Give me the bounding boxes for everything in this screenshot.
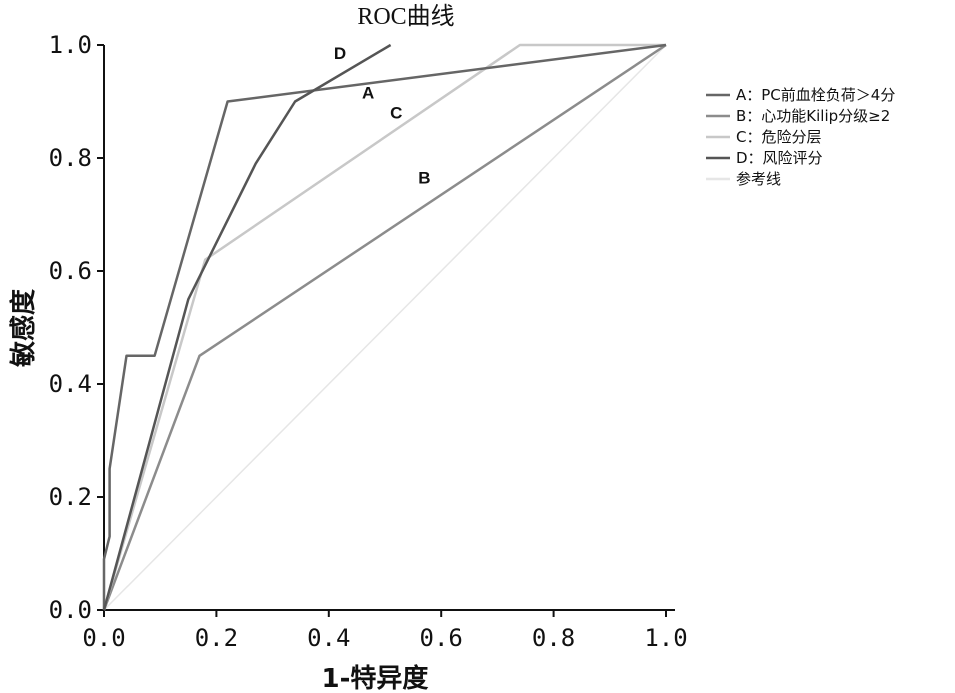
y-tick-label: 0.0 (49, 596, 92, 624)
x-tick-label: 0.4 (307, 624, 350, 652)
curve-label-d: D (334, 44, 346, 63)
roc-curve-b (102, 43, 667, 611)
x-tick-label: 1.0 (644, 624, 687, 652)
x-axis-label: 1-特异度 (322, 663, 429, 693)
legend-entry: A：PC前血栓负荷＞4分 (736, 86, 895, 104)
x-tick-label: 0.0 (82, 624, 125, 652)
roc-curve-reference (103, 44, 667, 611)
curve-label-a: A (362, 84, 374, 103)
curve-label-b: B (418, 168, 430, 187)
y-tick-label: 0.4 (49, 370, 92, 398)
curve-label-c: C (390, 103, 402, 122)
axes: 0.0 0.2 0.4 0.6 0.8 1.0 0.0 0.2 0.4 0.6 0.8 1.0 (49, 31, 688, 652)
y-axis-label: 敏感度 (8, 289, 39, 368)
y-tick-label: 0.8 (49, 144, 92, 172)
roc-curve-c (102, 43, 666, 611)
y-tick-label: 0.6 (49, 257, 92, 285)
roc-curve-d (102, 43, 392, 611)
curve-annotations: D AC B (334, 44, 431, 187)
y-tick-label: 0.2 (49, 483, 92, 511)
y-tick-label: 1.0 (49, 31, 92, 59)
legend: A：PC前血栓负荷＞4分 B：心功能Kilip分级≥2 C：危险分层 D：风险评分参考… (706, 86, 895, 188)
roc-curve-a (102, 43, 667, 610)
legend-entry: B：心功能Kilip分级≥2 (736, 107, 890, 125)
legend-entry: C：危险分层 (736, 128, 821, 146)
legend-entry: D：风险评分 (736, 149, 823, 167)
chart-title: ROC曲线 (357, 3, 454, 30)
x-tick-label: 0.2 (195, 624, 238, 652)
x-tick-label: 0.8 (532, 624, 575, 652)
roc-curves (102, 43, 667, 611)
legend-entry: 参考线 (736, 170, 781, 188)
x-tick-label: 0.6 (420, 624, 463, 652)
